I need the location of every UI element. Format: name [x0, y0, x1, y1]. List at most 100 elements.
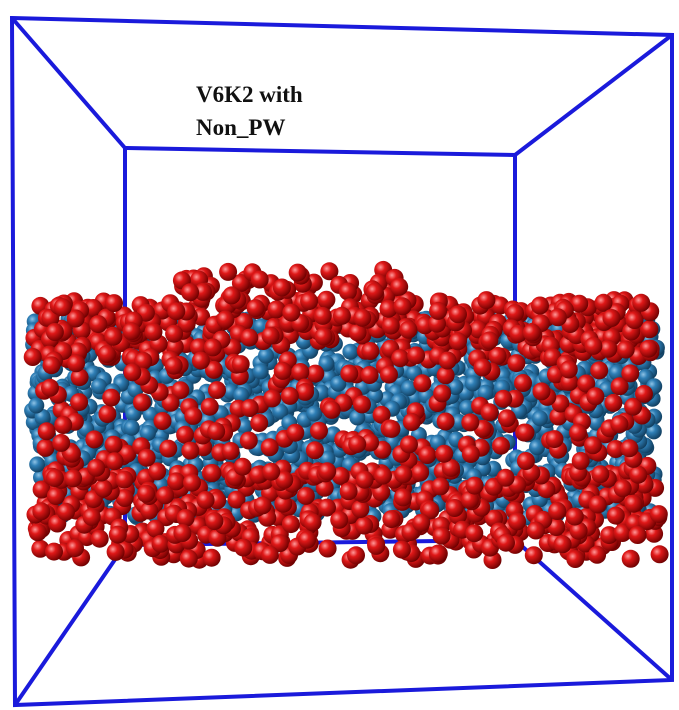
red-bead [274, 362, 292, 380]
red-bead [159, 440, 177, 458]
red-bead [393, 541, 411, 559]
red-bead [549, 308, 567, 326]
blue-bead [532, 410, 548, 426]
red-bead [123, 322, 141, 340]
red-bead [429, 545, 447, 563]
red-bead [361, 366, 379, 384]
red-bead [508, 512, 526, 530]
red-bead [498, 409, 516, 427]
red-bead [261, 546, 279, 564]
red-bead [394, 488, 412, 506]
red-bead [651, 545, 669, 563]
red-bead [412, 514, 430, 532]
red-bead [319, 540, 337, 558]
red-bead [433, 384, 451, 402]
red-bead [407, 346, 425, 364]
red-bead [300, 292, 318, 310]
red-bead [494, 390, 512, 408]
red-bead [382, 317, 400, 335]
red-bead [201, 398, 219, 416]
red-bead [599, 340, 617, 358]
red-bead [273, 279, 291, 297]
red-bead [115, 471, 133, 489]
red-bead [54, 298, 72, 316]
red-bead [29, 523, 47, 541]
red-bead [46, 469, 64, 487]
red-bead [89, 315, 107, 333]
red-bead [240, 432, 258, 450]
red-bead [366, 283, 384, 301]
red-bead [640, 340, 658, 358]
red-bead [102, 389, 120, 407]
red-bead [632, 294, 650, 312]
red-bead [310, 422, 328, 440]
red-bead [614, 479, 632, 497]
red-bead [394, 465, 412, 483]
red-bead [46, 323, 64, 341]
red-bead [87, 459, 105, 477]
red-bead [481, 403, 499, 421]
red-bead [588, 546, 606, 564]
red-bead [183, 474, 201, 492]
red-bead [462, 445, 480, 463]
red-bead [477, 291, 495, 309]
red-bead [173, 524, 191, 542]
red-bead [533, 382, 551, 400]
red-bead [263, 389, 281, 407]
red-bead [355, 517, 373, 535]
red-bead [70, 393, 88, 411]
red-bead [566, 508, 584, 526]
red-bead [380, 366, 398, 384]
red-bead [138, 449, 156, 467]
red-bead [223, 286, 241, 304]
red-bead [47, 487, 65, 505]
red-bead [282, 304, 300, 322]
blue-bead [342, 344, 358, 360]
red-bead [192, 352, 210, 370]
red-bead [38, 422, 56, 440]
red-bead [145, 323, 163, 341]
red-bead [240, 329, 258, 347]
red-bead [569, 424, 587, 442]
red-bead [433, 527, 451, 545]
red-bead [629, 466, 647, 484]
red-bead [572, 452, 590, 470]
red-bead [361, 342, 379, 360]
red-bead [584, 436, 602, 454]
red-bead [589, 496, 607, 514]
red-bead [629, 526, 647, 544]
red-bead [439, 352, 457, 370]
red-bead [356, 471, 374, 489]
red-bead [333, 307, 351, 325]
blue-bead [124, 420, 140, 436]
red-bead [197, 491, 215, 509]
red-bead [219, 263, 237, 281]
red-bead [383, 420, 401, 438]
red-bead [566, 550, 584, 568]
red-bead [480, 331, 498, 349]
red-bead [586, 387, 604, 405]
red-bead [340, 365, 358, 383]
red-bead [286, 424, 304, 442]
red-bead [353, 395, 371, 413]
red-bead [52, 434, 70, 452]
red-bead [650, 505, 668, 523]
label-line: Non_PW [196, 115, 285, 140]
blue-bead [253, 364, 269, 380]
red-bead [83, 508, 101, 526]
red-bead [418, 446, 436, 464]
red-bead [431, 477, 449, 495]
red-bead [497, 469, 515, 487]
red-bead [109, 526, 127, 544]
red-bead [165, 357, 183, 375]
red-bead [85, 430, 103, 448]
red-bead [91, 530, 109, 548]
red-bead [217, 311, 235, 329]
red-bead [317, 291, 335, 309]
red-bead [184, 407, 202, 425]
red-bead [635, 385, 653, 403]
red-bead [181, 283, 199, 301]
red-bead [449, 332, 467, 350]
red-bead [437, 413, 455, 431]
red-bead [527, 522, 545, 540]
